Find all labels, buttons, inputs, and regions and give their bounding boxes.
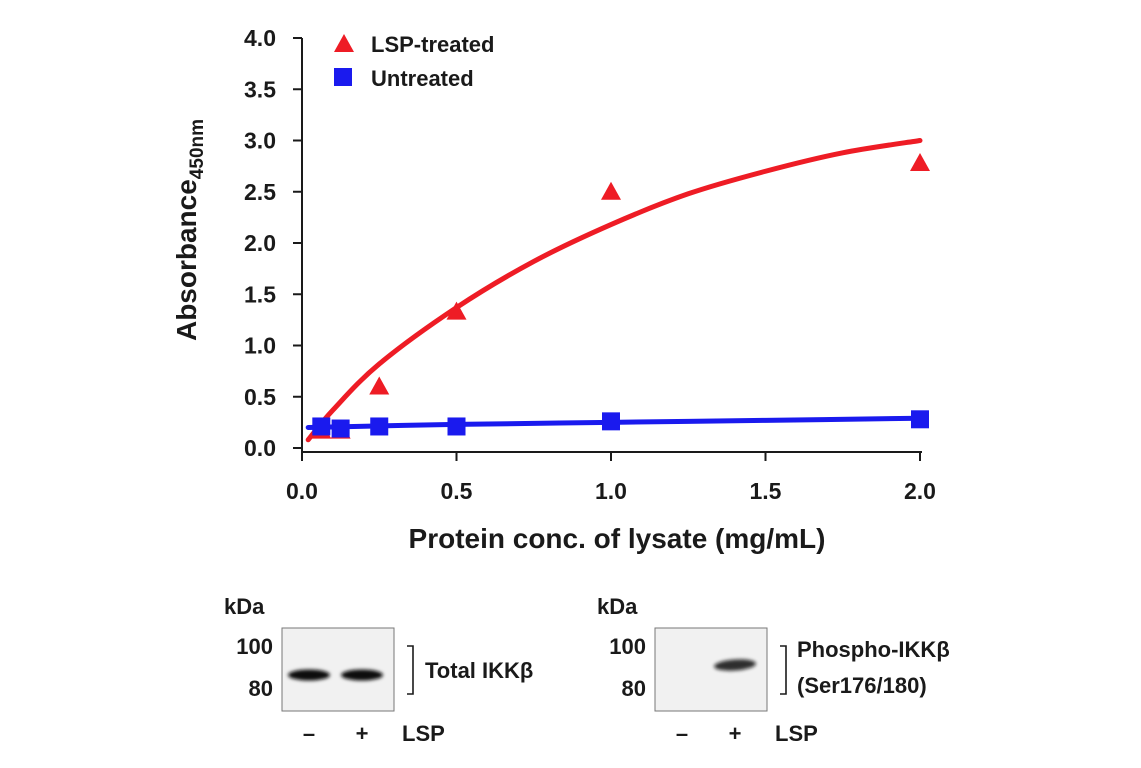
y-tick-label: 0.0 [244, 435, 276, 461]
blot-band-label-line1: Phospho-IKKβ [797, 637, 950, 662]
y-tick-label: 2.0 [244, 230, 276, 256]
y-axis-title-subscript: 450nm [187, 119, 208, 179]
y-axis-ticks: 0.0 0.5 1.0 1.5 2.0 2.5 3.0 3.5 4.0 [244, 25, 302, 461]
y-tick-label: 1.0 [244, 333, 276, 359]
marker-untreated [312, 417, 331, 436]
blot-lane-plus: + [356, 721, 369, 746]
blot-bands [714, 659, 756, 671]
legend-item-untreated: Untreated [334, 66, 474, 91]
blot-bands [288, 669, 383, 681]
y-tick-label: 2.5 [244, 179, 276, 205]
legend: LSP-treated Untreated [334, 32, 494, 91]
marker-untreated [447, 417, 466, 436]
blot-marker-100: 100 [236, 634, 273, 659]
blot-band-lane-2 [714, 659, 756, 671]
blot-band-label: Total IKKβ [425, 658, 533, 683]
marker-lsp-treated [601, 181, 621, 200]
blot-treatment-label: LSP [775, 721, 818, 746]
western-blot-total: kDa 100 80 Total IKKβ – + LSP [224, 594, 533, 746]
legend-label-untreated: Untreated [371, 66, 474, 91]
data-markers [311, 153, 930, 439]
y-tick-label: 0.5 [244, 384, 276, 410]
x-axis-title: Protein conc. of lysate (mg/mL) [409, 523, 826, 554]
blot-kda-label: kDa [224, 594, 265, 619]
marker-lsp-treated [369, 376, 390, 395]
x-tick-label: 0.5 [441, 478, 473, 504]
western-blot-phospho: kDa 100 80 Phospho-IKKβ (Ser176/180) – +… [597, 594, 950, 746]
blot-lane-plus: + [729, 721, 742, 746]
blot-lane-minus: – [676, 721, 688, 746]
fit-line-lsp-treated [305, 138, 923, 443]
blot-band-lane-1 [288, 669, 330, 681]
blot-treatment-label: LSP [402, 721, 445, 746]
y-tick-label: 3.0 [244, 128, 276, 154]
x-tick-label: 2.0 [904, 478, 936, 504]
fit-curves [305, 138, 923, 443]
blot-marker-80: 80 [249, 676, 273, 701]
blot-bracket [780, 645, 787, 695]
blot-band-lane-2 [341, 669, 383, 681]
blot-lane-minus: – [303, 721, 315, 746]
blot-marker-100: 100 [609, 634, 646, 659]
blot-kda-label: kDa [597, 594, 638, 619]
blot-bracket [407, 645, 414, 695]
marker-untreated [911, 410, 929, 429]
marker-untreated [370, 417, 389, 436]
marker-untreated [331, 419, 350, 438]
x-tick-label: 1.5 [750, 478, 782, 504]
x-tick-label: 1.0 [595, 478, 627, 504]
marker-lsp-treated [910, 153, 930, 172]
legend-item-lsp-treated: LSP-treated [334, 32, 494, 57]
blot-membrane [281, 627, 395, 712]
y-tick-label: 1.5 [244, 281, 276, 307]
x-tick-label: 0.0 [286, 478, 318, 504]
elisa-chart: 0.0 0.5 1.0 1.5 2.0 2.5 3.0 3.5 4.0 0.0 0.5 1.0 1.5… [171, 25, 936, 554]
y-tick-label: 4.0 [244, 25, 276, 51]
legend-triangle-icon [334, 34, 354, 52]
y-tick-label: 3.5 [244, 76, 276, 102]
legend-label-lsp-treated: LSP-treated [371, 32, 494, 57]
blot-marker-80: 80 [622, 676, 646, 701]
blot-membrane [654, 627, 768, 712]
blot-band-label-line2: (Ser176/180) [797, 673, 927, 698]
marker-lsp-treated [446, 301, 467, 320]
y-axis-title-main: Absorbance [171, 179, 202, 341]
x-axis-ticks: 0.0 0.5 1.0 1.5 2.0 [286, 452, 936, 504]
y-axis-title: Absorbance450nm [171, 119, 208, 341]
legend-square-icon [334, 68, 352, 86]
marker-untreated [602, 412, 620, 431]
